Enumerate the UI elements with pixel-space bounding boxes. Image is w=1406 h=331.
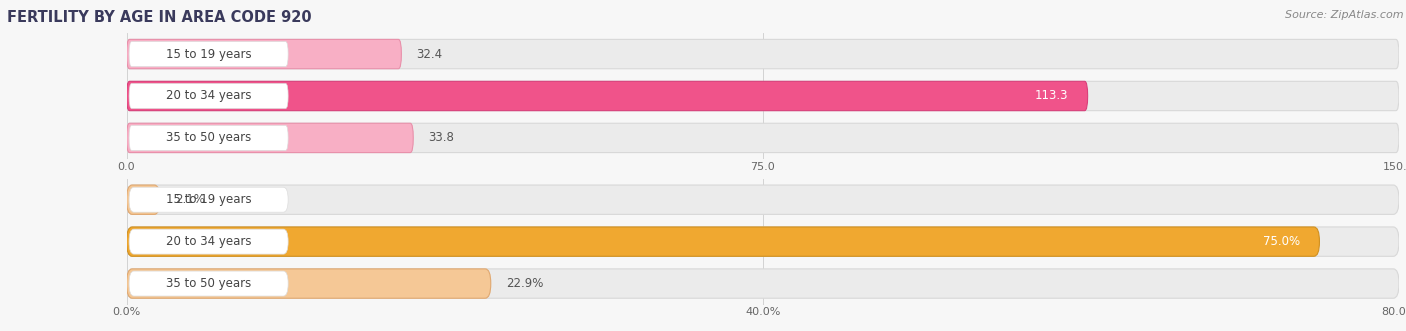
Text: 32.4: 32.4 <box>416 48 443 61</box>
FancyBboxPatch shape <box>129 83 288 109</box>
FancyBboxPatch shape <box>127 123 413 153</box>
FancyBboxPatch shape <box>129 271 288 296</box>
FancyBboxPatch shape <box>129 229 288 254</box>
Text: 2.1%: 2.1% <box>176 193 205 206</box>
Text: Source: ZipAtlas.com: Source: ZipAtlas.com <box>1285 10 1403 20</box>
FancyBboxPatch shape <box>127 227 1399 256</box>
FancyBboxPatch shape <box>127 227 1319 256</box>
FancyBboxPatch shape <box>127 81 1399 111</box>
FancyBboxPatch shape <box>127 39 1399 69</box>
FancyBboxPatch shape <box>127 269 1399 298</box>
FancyBboxPatch shape <box>127 81 1088 111</box>
Text: 35 to 50 years: 35 to 50 years <box>166 131 252 144</box>
Text: 15 to 19 years: 15 to 19 years <box>166 48 252 61</box>
FancyBboxPatch shape <box>129 187 288 212</box>
FancyBboxPatch shape <box>127 39 401 69</box>
Text: 75.0%: 75.0% <box>1263 235 1301 248</box>
Text: 33.8: 33.8 <box>429 131 454 144</box>
FancyBboxPatch shape <box>129 125 288 150</box>
Text: 35 to 50 years: 35 to 50 years <box>166 277 252 290</box>
FancyBboxPatch shape <box>127 185 160 214</box>
Text: 20 to 34 years: 20 to 34 years <box>166 89 252 103</box>
FancyBboxPatch shape <box>127 185 1399 214</box>
Text: 20 to 34 years: 20 to 34 years <box>166 235 252 248</box>
Text: 113.3: 113.3 <box>1035 89 1069 103</box>
FancyBboxPatch shape <box>127 123 1399 153</box>
Text: FERTILITY BY AGE IN AREA CODE 920: FERTILITY BY AGE IN AREA CODE 920 <box>7 10 312 25</box>
Text: 22.9%: 22.9% <box>506 277 543 290</box>
FancyBboxPatch shape <box>129 42 288 67</box>
Text: 15 to 19 years: 15 to 19 years <box>166 193 252 206</box>
FancyBboxPatch shape <box>127 269 491 298</box>
